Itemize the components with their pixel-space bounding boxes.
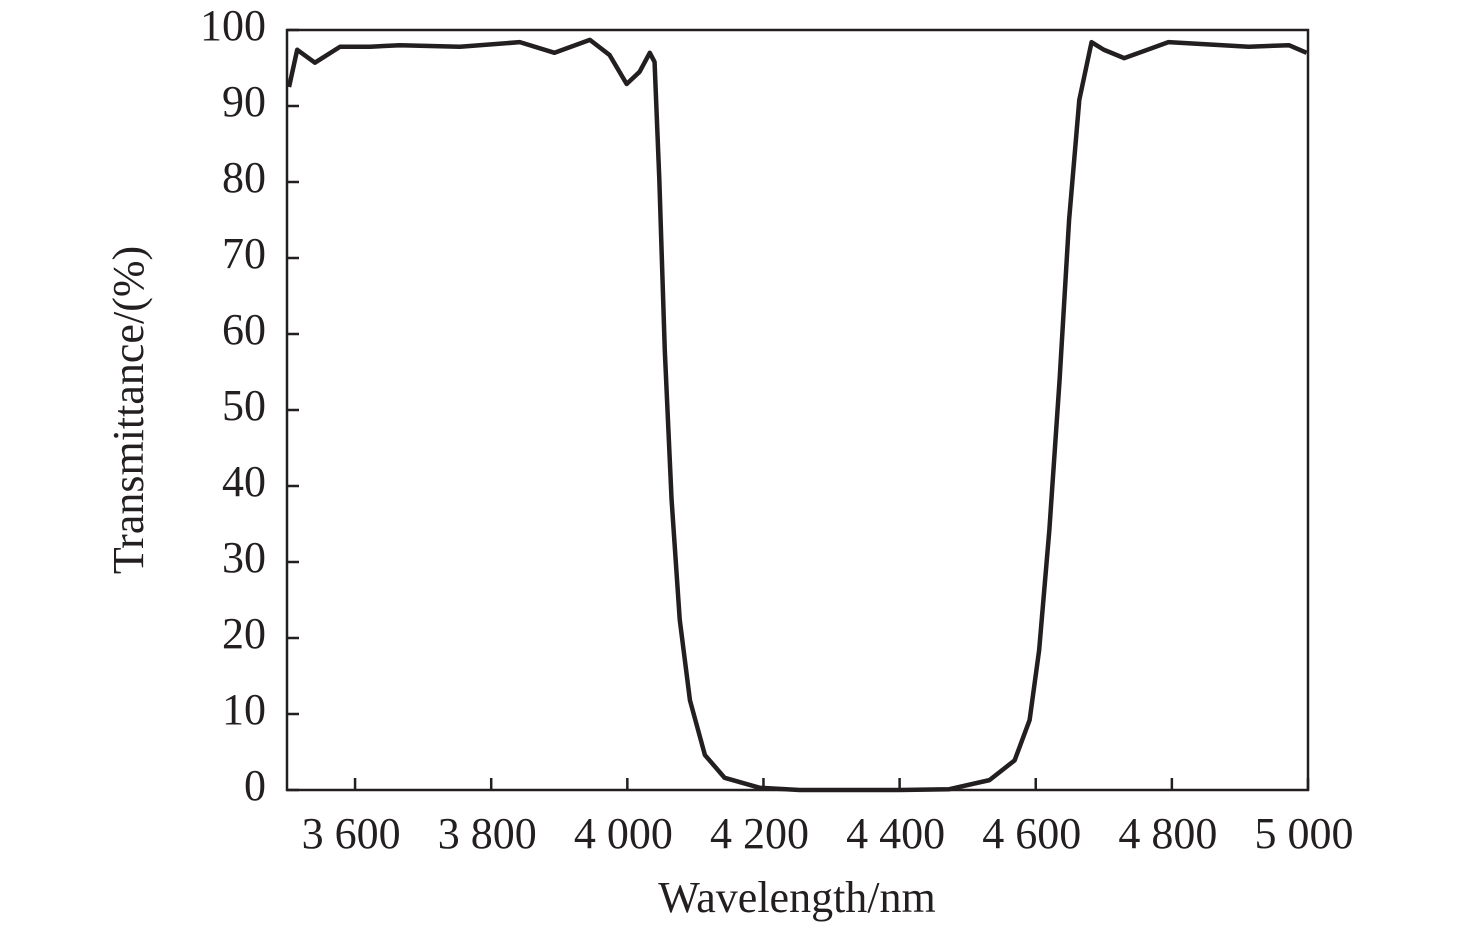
y-tick-label: 20 — [222, 609, 266, 658]
x-tick-label: 4 800 — [1118, 809, 1217, 858]
x-tick-label: 3 600 — [302, 809, 401, 858]
x-tick-label: 4 600 — [982, 809, 1081, 858]
y-tick-label: 0 — [244, 761, 266, 810]
y-tick-label: 50 — [222, 381, 266, 430]
y-tick-label: 60 — [222, 305, 266, 354]
y-tick-label: 10 — [222, 685, 266, 734]
x-tick-label: 4 000 — [574, 809, 673, 858]
x-tick-label: 4 400 — [846, 809, 945, 858]
plot-frame — [285, 28, 1310, 792]
x-tick-label: 3 800 — [438, 809, 537, 858]
y-tick-label: 70 — [222, 229, 266, 278]
y-tick-label: 80 — [222, 153, 266, 202]
y-tick-label: 100 — [200, 1, 266, 50]
x-tick-label: 5 000 — [1255, 809, 1354, 858]
line-series — [286, 37, 1308, 793]
y-tick-label: 90 — [222, 77, 266, 126]
y-tick-label: 40 — [222, 457, 266, 506]
y-tick-label: 30 — [222, 533, 266, 582]
y-axis-label: Transmittance/(%) — [104, 246, 153, 574]
x-axis-label: Wavelength/nm — [658, 873, 936, 922]
x-tick-label: 4 200 — [710, 809, 809, 858]
